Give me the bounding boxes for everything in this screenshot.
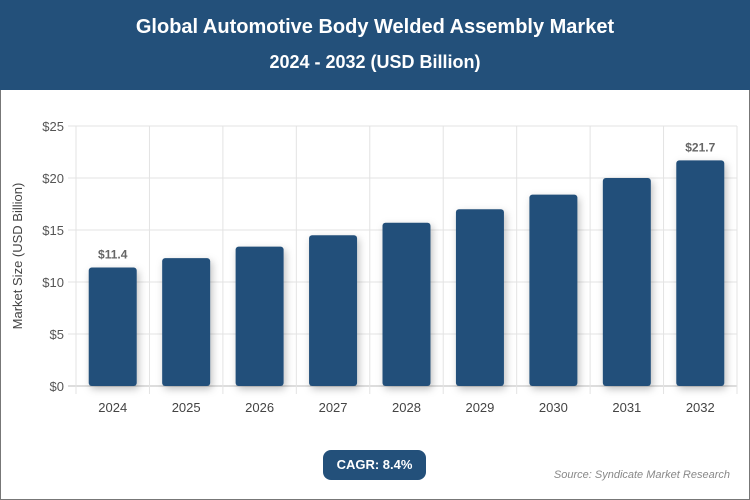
x-tick-label: 2025	[172, 400, 201, 415]
cagr-badge: CAGR: 8.4%	[323, 450, 426, 480]
x-tick-label: 2026	[245, 400, 274, 415]
x-tick-label: 2024	[98, 400, 127, 415]
y-tick-label: $25	[42, 119, 64, 134]
bar-chart: $0 $5 $10 $15 $20 $25 2024 $11.4 2025 2026 2027 202…	[10, 119, 738, 415]
bar-2025	[162, 258, 211, 386]
data-label: $21.7	[685, 140, 715, 154]
x-tick-label: 2028	[392, 400, 421, 415]
y-tick-label: $5	[50, 327, 64, 342]
bar-2026	[235, 246, 284, 386]
x-tick-label: 2027	[319, 400, 348, 415]
chart-subtitle: 2024 - 2032 (USD Billion)	[269, 52, 481, 72]
bar-2028	[382, 222, 431, 386]
x-tick-label: 2029	[465, 400, 494, 415]
y-tick-label: $15	[42, 223, 64, 238]
bar-2027	[309, 235, 358, 386]
bar-2030	[529, 194, 578, 386]
y-tick-label: $20	[42, 171, 64, 186]
chart-title: Global Automotive Body Welded Assembly M…	[135, 16, 615, 38]
x-tick-label: 2031	[612, 400, 641, 415]
bar-2029	[455, 209, 504, 386]
data-label: $11.4	[98, 247, 128, 261]
chart-header: Global Automotive Body Welded Assembly M…	[0, 0, 750, 90]
y-tick-label: $10	[42, 275, 64, 290]
source-note: Source: Syndicate Market Research	[553, 469, 730, 481]
x-tick-label: 2030	[539, 400, 568, 415]
y-tick-label: $0	[50, 379, 64, 394]
y-axis-label: Market Size (USD Billion)	[10, 183, 25, 330]
bar-2032	[676, 160, 725, 386]
x-tick-label: 2032	[686, 400, 715, 415]
bar-2031	[602, 178, 651, 386]
bar-2024	[88, 267, 137, 386]
